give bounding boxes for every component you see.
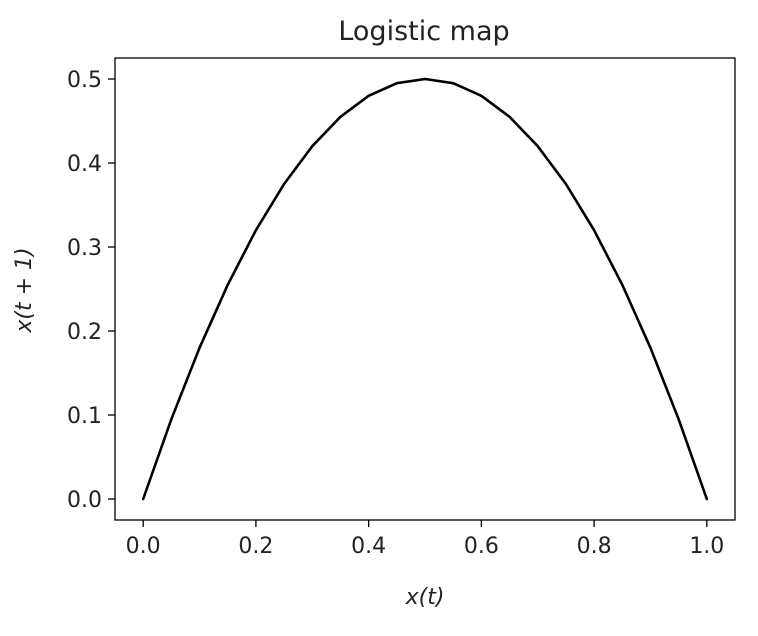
- y-tick-label: 0.2: [67, 320, 102, 345]
- x-tick-label: 1.0: [689, 534, 724, 559]
- x-tick-label: 0.4: [351, 534, 386, 559]
- y-tick-label: 0.4: [67, 152, 102, 177]
- series-line: [141, 77, 709, 501]
- series-layer: [141, 77, 709, 501]
- x-tick-label: 0.2: [238, 534, 273, 559]
- x-axis-label: x(t): [405, 585, 445, 610]
- y-tick-label: 0.3: [67, 236, 102, 261]
- plot-frame: [114, 57, 736, 521]
- y-tick-label: 0.0: [67, 488, 102, 513]
- x-tick-label: 0.6: [464, 534, 499, 559]
- y-tick-label: 0.1: [67, 404, 102, 429]
- x-tick-label: 0.0: [126, 534, 161, 559]
- y-axis-ticks: 0.0 0.1 0.2 0.3 0.4 0.5: [67, 68, 115, 513]
- x-axis-ticks: 0.0 0.2 0.4 0.6 0.8 1.0: [126, 520, 724, 559]
- y-axis-label: x(t + 1): [12, 247, 37, 333]
- x-tick-label: 0.8: [577, 534, 612, 559]
- chart-title: Logistic map: [338, 16, 509, 47]
- y-tick-label: 0.5: [67, 68, 102, 93]
